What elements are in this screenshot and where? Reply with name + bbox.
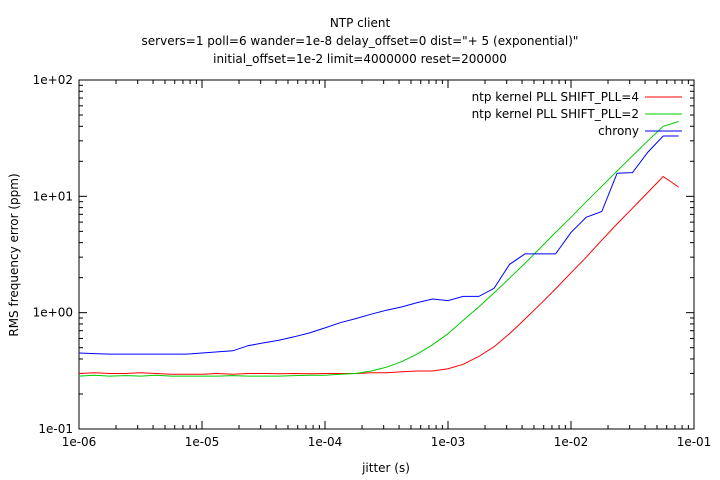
- series-lines: [78, 121, 679, 377]
- series-line-2: [78, 121, 679, 377]
- chart-subtitle-line-2: initial_offset=1e-2 limit=4000000 reset=…: [213, 52, 507, 66]
- legend-label-3: chrony: [598, 124, 639, 138]
- y-axis-label: RMS frequency error (ppm): [7, 173, 21, 336]
- x-tick-label: 1e-01: [677, 435, 712, 449]
- x-tick-label: 1e-04: [308, 435, 343, 449]
- y-tick-label: 1e-01: [38, 422, 73, 436]
- legend-label-1: ntp kernel PLL SHIFT_PLL=4: [472, 90, 639, 104]
- y-tick-label: 1e+00: [33, 306, 73, 320]
- chart-subtitle-line-1: servers=1 poll=6 wander=1e-8 delay_offse…: [142, 34, 579, 48]
- x-axis-label: jitter (s): [361, 461, 410, 475]
- y-tick-label: 1e+02: [33, 73, 73, 87]
- y-tick-label: 1e+01: [33, 189, 73, 203]
- series-line-3: [78, 135, 679, 355]
- x-tick-label: 1e-05: [185, 435, 220, 449]
- legend-label-2: ntp kernel PLL SHIFT_PLL=2: [472, 107, 639, 121]
- x-tick-label: 1e-02: [554, 435, 589, 449]
- plot-frame: [78, 79, 695, 430]
- x-tick-label: 1e-03: [431, 435, 466, 449]
- series-line-1: [78, 175, 679, 375]
- chart-title: NTP client: [330, 16, 391, 30]
- x-tick-label: 1e-06: [62, 435, 97, 449]
- axes: 1e-06 1e-05 1e-04 1e-03 1e-02 1e-01 1e-01 1e+00…: [33, 73, 712, 449]
